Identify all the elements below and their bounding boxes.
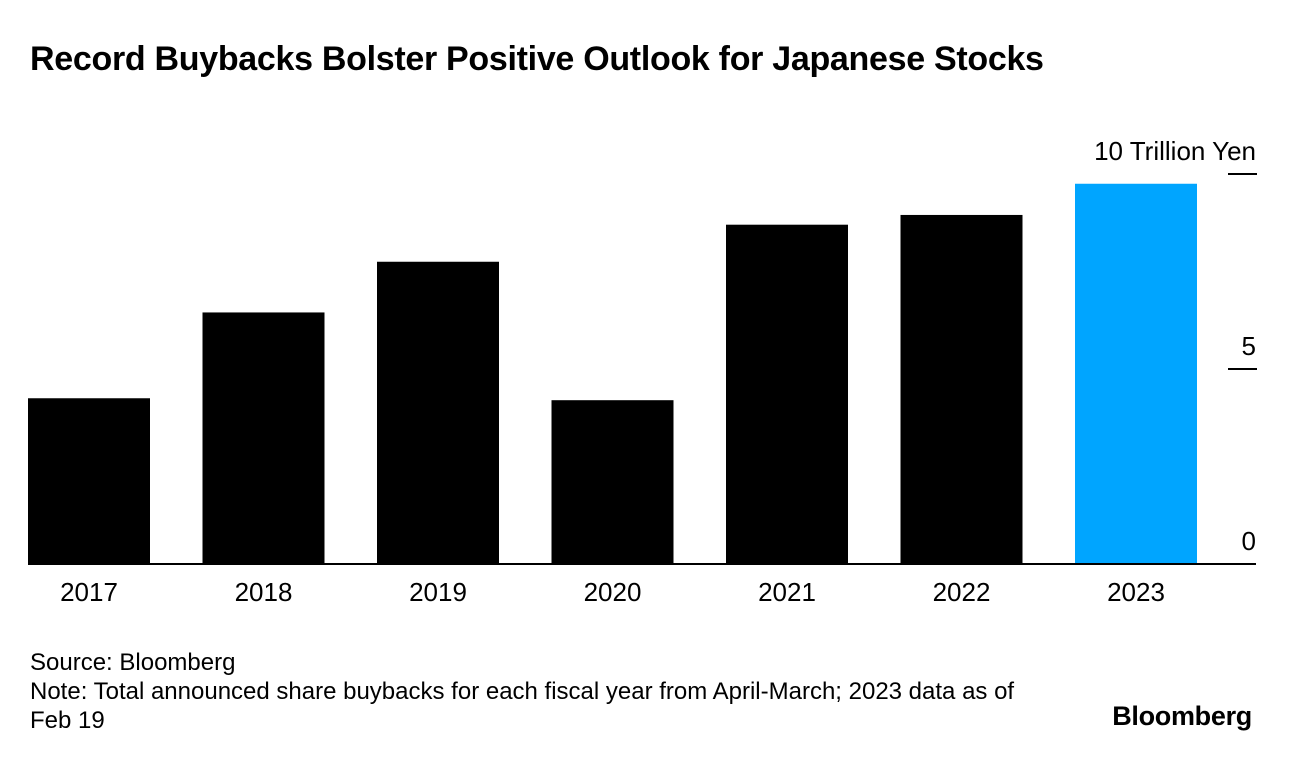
bar-2023: [1075, 183, 1197, 564]
bar-2017: [28, 398, 150, 564]
data-note: Note: Total announced share buybacks for…: [30, 678, 1015, 734]
chart-footer: Source: Bloomberg Note: Total announced …: [30, 648, 1050, 735]
bar-2021: [726, 224, 848, 564]
bloomberg-logo: Bloomberg: [1112, 701, 1252, 731]
x-tick-label-2022: 2022: [933, 577, 991, 607]
x-tick-label-2023: 2023: [1107, 577, 1165, 607]
source-note: Source: Bloomberg: [30, 649, 236, 676]
bar-chart: 2017 2018 2019 2020 2021 2022 2023 0 5 10 Trillio…: [28, 136, 1257, 607]
bar-2018: [202, 312, 325, 564]
x-tick-label-2021: 2021: [758, 577, 816, 607]
x-tick-label-2017: 2017: [60, 577, 118, 607]
y-tick-label-5: 5: [1242, 331, 1256, 361]
chart-title: Record Buybacks Bolster Positive Outlook…: [30, 40, 1044, 78]
y-axis-unit-label: 10 Trillion Yen: [1094, 136, 1256, 166]
y-tick-label-0: 0: [1242, 526, 1256, 556]
bar-2020: [551, 400, 674, 564]
bar-2022: [900, 214, 1023, 564]
x-tick-label-2019: 2019: [409, 577, 467, 607]
bar-2019: [377, 261, 499, 564]
x-tick-label-2018: 2018: [235, 577, 293, 607]
x-tick-label-2020: 2020: [584, 577, 642, 607]
